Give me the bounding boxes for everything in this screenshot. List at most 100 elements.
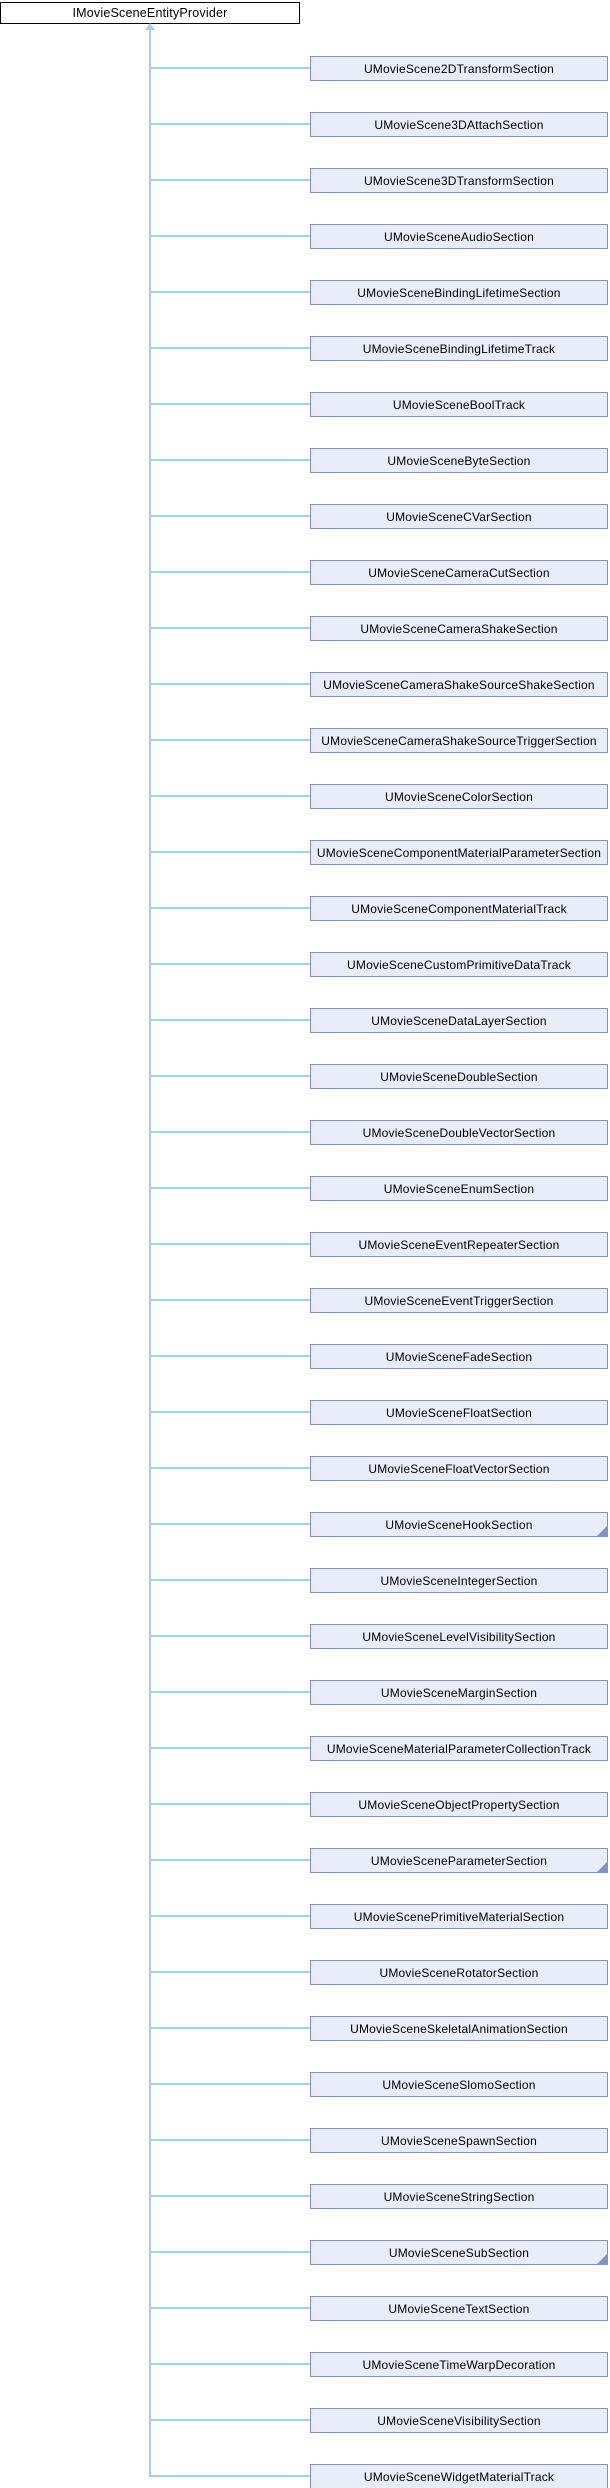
inheritance-edge — [150, 67, 311, 69]
class-node[interactable]: UMovieSceneCameraShakeSourceTriggerSecti… — [310, 728, 608, 753]
class-node[interactable]: UMovieSceneDoubleVectorSection — [310, 1120, 608, 1145]
class-name: UMovieSceneComponentMaterialTrack — [351, 901, 567, 916]
inheritance-edge — [150, 1915, 311, 1917]
class-node[interactable]: UMovieSceneBindingLifetimeTrack — [310, 336, 608, 361]
class-name: UMovieSceneFadeSection — [385, 1349, 533, 1364]
class-name: UMovieSceneEventRepeaterSection — [358, 1237, 560, 1252]
inheritance-edge — [150, 1691, 311, 1693]
class-node[interactable]: UMovieSceneComponentMaterialTrack — [310, 896, 608, 921]
inheritance-edge — [150, 2475, 311, 2477]
class-name: UMovieSceneEnumSection — [383, 1181, 535, 1196]
class-node[interactable]: UMovieSceneComponentMaterialParameterSec… — [310, 840, 608, 865]
class-name: UMovieSceneSpawnSection — [380, 2133, 538, 2148]
inheritance-edge — [150, 1635, 311, 1637]
class-node[interactable]: UMovieSceneCameraCutSection — [310, 560, 608, 585]
inheritance-edge — [150, 459, 311, 461]
inheritance-edge — [150, 515, 311, 517]
class-name: UMovieSceneAudioSection — [383, 229, 535, 244]
class-node[interactable]: UMovieScene2DTransformSection — [310, 56, 608, 81]
class-node[interactable]: UMovieSceneCustomPrimitiveDataTrack — [310, 952, 608, 977]
class-name: UMovieSceneByteSection — [387, 453, 531, 468]
class-node[interactable]: UMovieSceneMaterialParameterCollectionTr… — [310, 1736, 608, 1761]
inheritance-edge — [150, 2307, 311, 2309]
inheritance-edge — [150, 1579, 311, 1581]
class-node[interactable]: UMovieSceneSubSection — [310, 2240, 608, 2265]
class-node[interactable]: UMovieSceneSpawnSection — [310, 2128, 608, 2153]
class-node[interactable]: UMovieSceneDoubleSection — [310, 1064, 608, 1089]
class-node[interactable]: UMovieSceneBindingLifetimeSection — [310, 280, 608, 305]
class-name: UMovieSceneSlomoSection — [382, 2077, 536, 2092]
inheritance-edge — [150, 123, 311, 125]
inheritance-edge — [150, 907, 311, 909]
class-node[interactable]: UMovieSceneFloatSection — [310, 1400, 608, 1425]
inheritance-trunk-edge — [149, 28, 151, 2477]
class-node[interactable]: UMovieSceneObjectPropertySection — [310, 1792, 608, 1817]
class-name: UMovieSceneObjectPropertySection — [358, 1797, 560, 1812]
class-node[interactable]: UMovieSceneCVarSection — [310, 504, 608, 529]
class-node[interactable]: UMovieSceneSlomoSection — [310, 2072, 608, 2097]
inheritance-edge — [150, 963, 311, 965]
class-name: UMovieSceneStringSection — [383, 2189, 535, 2204]
class-node[interactable]: UMovieSceneWidgetMaterialTrack — [310, 2464, 608, 2488]
class-node[interactable]: UMovieSceneMarginSection — [310, 1680, 608, 1705]
class-node[interactable]: UMovieSceneHookSection — [310, 1512, 608, 1537]
class-name: UMovieSceneFloatSection — [385, 1405, 532, 1420]
inheritance-edge — [150, 1859, 311, 1861]
class-node[interactable]: UMovieSceneTimeWarpDecoration — [310, 2352, 608, 2377]
class-node[interactable]: UMovieSceneTextSection — [310, 2296, 608, 2321]
class-name: UMovieSceneColorSection — [384, 789, 533, 804]
class-node[interactable]: UMovieSceneIntegerSection — [310, 1568, 608, 1593]
inheritance-edge — [150, 571, 311, 573]
class-name: UMovieSceneEventTriggerSection — [364, 1293, 554, 1308]
class-node[interactable]: UMovieSceneAudioSection — [310, 224, 608, 249]
inheritance-edge — [150, 403, 311, 405]
class-name: UMovieSceneDoubleSection — [380, 1069, 538, 1084]
inheritance-edge — [150, 1803, 311, 1805]
class-node[interactable]: UMovieSceneEventTriggerSection — [310, 1288, 608, 1313]
class-name: UMovieSceneCameraCutSection — [368, 565, 550, 580]
class-node[interactable]: UMovieSceneEnumSection — [310, 1176, 608, 1201]
class-name: UMovieSceneBindingLifetimeTrack — [362, 341, 556, 356]
class-node[interactable]: UMovieSceneCameraShakeSection — [310, 616, 608, 641]
class-node[interactable]: UMovieSceneVisibilitySection — [310, 2408, 608, 2433]
class-node[interactable]: UMovieSceneRotatorSection — [310, 1960, 608, 1985]
class-node[interactable]: UMovieScene3DAttachSection — [310, 112, 608, 137]
has-derived-classes-marker — [597, 1862, 607, 1872]
inheritance-edge — [150, 1243, 311, 1245]
class-name: UMovieSceneRotatorSection — [379, 1965, 539, 1980]
class-node[interactable]: UMovieSceneBoolTrack — [310, 392, 608, 417]
inheritance-edge — [150, 1355, 311, 1357]
has-derived-classes-marker — [597, 2254, 607, 2264]
inheritance-edge — [150, 1411, 311, 1413]
class-node[interactable]: UMovieScenePrimitiveMaterialSection — [310, 1904, 608, 1929]
class-node[interactable]: UMovieSceneEventRepeaterSection — [310, 1232, 608, 1257]
class-node[interactable]: UMovieSceneByteSection — [310, 448, 608, 473]
class-node[interactable]: UMovieSceneCameraShakeSourceShakeSection — [310, 672, 608, 697]
inheritance-edge — [150, 851, 311, 853]
class-name: UMovieSceneMaterialParameterCollectionTr… — [326, 1741, 592, 1756]
inheritance-edge — [150, 1971, 311, 1973]
class-node[interactable]: UMovieSceneDataLayerSection — [310, 1008, 608, 1033]
class-name: UMovieSceneBoolTrack — [392, 397, 526, 412]
class-name: UMovieScenePrimitiveMaterialSection — [353, 1909, 565, 1924]
inheritance-edge — [150, 235, 311, 237]
inheritance-edge — [150, 1299, 311, 1301]
inheritance-edge — [150, 1467, 311, 1469]
class-node[interactable]: UMovieSceneFloatVectorSection — [310, 1456, 608, 1481]
class-node[interactable]: UMovieSceneParameterSection — [310, 1848, 608, 1873]
inheritance-edge — [150, 627, 311, 629]
class-name: UMovieScene3DAttachSection — [374, 117, 544, 132]
class-name: UMovieSceneCustomPrimitiveDataTrack — [347, 957, 571, 972]
inheritance-edge — [150, 795, 311, 797]
class-node[interactable]: UMovieSceneFadeSection — [310, 1344, 608, 1369]
class-node[interactable]: UMovieSceneLevelVisibilitySection — [310, 1624, 608, 1649]
class-node[interactable]: UMovieScene3DTransformSection — [310, 168, 608, 193]
class-node[interactable]: UMovieSceneColorSection — [310, 784, 608, 809]
class-name: UMovieSceneDataLayerSection — [371, 1013, 547, 1028]
class-name: UMovieSceneComponentMaterialParameterSec… — [316, 845, 602, 860]
arrow-up-icon — [145, 23, 155, 30]
inheritance-edge — [150, 2139, 311, 2141]
root-class-name: IMovieSceneEntityProvider — [72, 6, 228, 20]
class-node[interactable]: UMovieSceneSkeletalAnimationSection — [310, 2016, 608, 2041]
class-node[interactable]: UMovieSceneStringSection — [310, 2184, 608, 2209]
